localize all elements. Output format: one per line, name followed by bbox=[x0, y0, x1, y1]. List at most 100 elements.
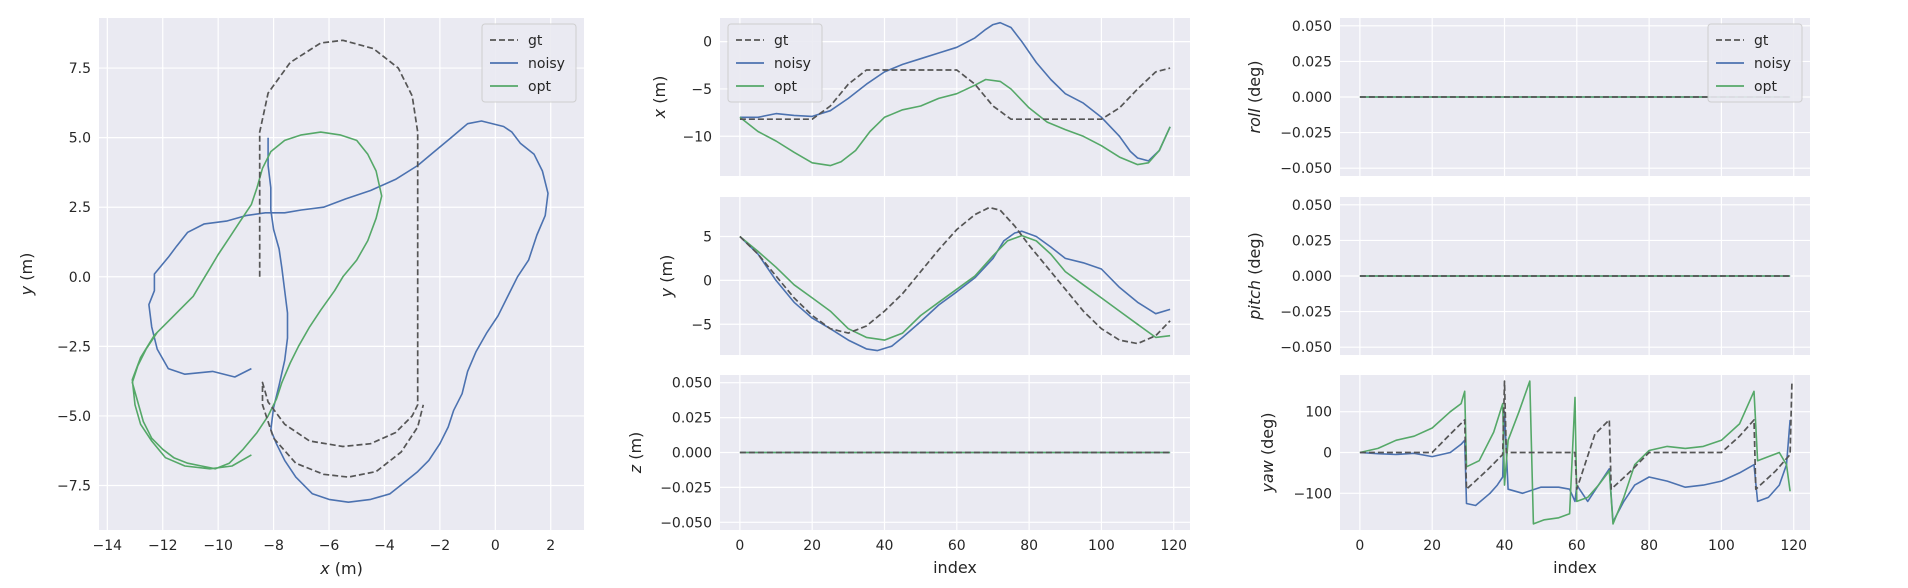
xy-legend-box bbox=[481, 23, 577, 103]
x_idx-series-noisy bbox=[739, 21, 1171, 162]
y_idx-series-gt bbox=[739, 206, 1171, 345]
yaw_idx-panel: 0 20 40 60 80 100 120 −100 0 100 index yaw (deg) bbox=[1258, 375, 1810, 577]
yaw_idx-ytick-label: 100 bbox=[1305, 405, 1332, 421]
roll_idx-ytick-label: 0.025 bbox=[1292, 54, 1332, 70]
z_idx-xtick-label: 80 bbox=[1020, 538, 1038, 554]
yaw_idx-series-noisy bbox=[1359, 410, 1791, 523]
xy-xtick-label: 0 bbox=[491, 538, 500, 554]
x_idx-panel: −10 −5 0 x (m) gt noisy opt bbox=[650, 18, 1190, 176]
pitch_idx-ytick-label: −0.050 bbox=[1280, 340, 1332, 356]
xy-ylabel: y (m) bbox=[17, 253, 36, 297]
x_idx-ytick-label: −10 bbox=[682, 129, 712, 145]
xy-series-opt bbox=[131, 131, 383, 470]
x_idx-legend: gt noisy opt bbox=[727, 23, 823, 103]
roll_idx-ytick-label: −0.050 bbox=[1280, 161, 1332, 177]
yaw_idx-xtick-label: 0 bbox=[1355, 538, 1364, 554]
xy-legend: gt noisy opt bbox=[481, 23, 577, 103]
z_idx-ytick-label: 0.000 bbox=[672, 446, 712, 462]
yaw_idx-xtick-label: 20 bbox=[1423, 538, 1441, 554]
z_idx-xtick-label: 0 bbox=[735, 538, 744, 554]
xy-xtick-label: −2 bbox=[430, 538, 451, 554]
pitch_idx-ytick-label: 0.000 bbox=[1292, 269, 1332, 285]
xy-legend-label-opt: opt bbox=[528, 79, 551, 95]
z_idx-xtick-label: 60 bbox=[948, 538, 966, 554]
z_idx-ytick-label: −0.050 bbox=[660, 515, 712, 531]
yaw_idx-xtick-label: 60 bbox=[1568, 538, 1586, 554]
xy-xtick-label: −4 bbox=[374, 538, 395, 554]
x_idx-legend-label-gt: gt bbox=[774, 33, 789, 49]
yaw_idx-xtick-label: 40 bbox=[1496, 538, 1514, 554]
roll_idx-legend-label-opt: opt bbox=[1754, 79, 1777, 95]
roll_idx-ytick-label: 0.050 bbox=[1292, 19, 1332, 35]
xy-ytick-label: 7.5 bbox=[69, 61, 91, 77]
xy-ytick-label: −7.5 bbox=[57, 478, 91, 494]
xy-panel: −14 −12 −10 −8 −6 −4 −2 0 2 −7.5 −5.0 −2.5 0.0 2.5 5.0… bbox=[17, 18, 584, 578]
roll_idx-legend-label-noisy: noisy bbox=[1754, 56, 1791, 72]
xy-legend-label-noisy: noisy bbox=[528, 56, 565, 72]
z_idx-xtick-label: 20 bbox=[803, 538, 821, 554]
xy-ytick-label: 2.5 bbox=[69, 200, 91, 216]
xy-ytick-label: −5.0 bbox=[57, 409, 91, 425]
z_idx-xlabel: index bbox=[933, 558, 977, 577]
xy-xtick-label: −8 bbox=[263, 538, 284, 554]
roll_idx-panel: −0.050 −0.025 0.000 0.025 0.050 roll (deg) gt n… bbox=[1245, 18, 1810, 177]
x_idx-legend-label-opt: opt bbox=[774, 79, 797, 95]
yaw_idx-ytick-label: −100 bbox=[1294, 486, 1332, 502]
yaw_idx-xlabel: index bbox=[1553, 558, 1597, 577]
roll_idx-legend: gt noisy opt bbox=[1707, 23, 1803, 103]
xy-xtick-label: −10 bbox=[203, 538, 233, 554]
yaw_idx-series-gt bbox=[1359, 380, 1793, 491]
pitch_idx-ytick-label: −0.025 bbox=[1280, 305, 1332, 321]
x_idx-legend-label-noisy: noisy bbox=[774, 56, 811, 72]
y_idx-ylabel: y (m) bbox=[657, 255, 676, 299]
xy-series-gt bbox=[258, 39, 425, 478]
z_idx-ytick-label: −0.025 bbox=[660, 480, 712, 496]
y_idx-ytick-label: 5 bbox=[703, 230, 712, 246]
z_idx-ytick-label: 0.025 bbox=[672, 411, 712, 427]
pitch_idx-ytick-label: 0.025 bbox=[1292, 233, 1332, 249]
yaw_idx-series-opt bbox=[1359, 380, 1791, 525]
x_idx-ylabel: x (m) bbox=[650, 76, 669, 120]
y_idx-series-noisy bbox=[739, 230, 1171, 352]
xy-xlabel: x (m) bbox=[319, 559, 363, 578]
yaw_idx-xtick-label: 120 bbox=[1780, 538, 1807, 554]
xy-xtick-label: 2 bbox=[546, 538, 555, 554]
xy-xtick-label: −14 bbox=[93, 538, 123, 554]
xy-xtick-label: −6 bbox=[319, 538, 340, 554]
xy-xtick-label: −12 bbox=[148, 538, 178, 554]
pitch_idx-ylabel: pitch (deg) bbox=[1245, 232, 1264, 321]
y_idx-plot-area bbox=[720, 197, 1190, 355]
z_idx-ylabel: z (m) bbox=[626, 432, 645, 475]
xy-ytick-label: −2.5 bbox=[57, 339, 91, 355]
yaw_idx-xtick-label: 100 bbox=[1708, 538, 1735, 554]
x_idx-legend-box bbox=[727, 23, 823, 103]
y_idx-ytick-label: −5 bbox=[691, 317, 712, 333]
pitch_idx-panel: −0.050 −0.025 0.000 0.025 0.050 pitch (deg) bbox=[1245, 197, 1810, 356]
y_idx-series-opt bbox=[739, 234, 1171, 341]
xy-legend-label-gt: gt bbox=[528, 33, 543, 49]
y_idx-ytick-label: 0 bbox=[703, 273, 712, 289]
xy-plot-area bbox=[99, 18, 584, 530]
xy-ytick-label: 5.0 bbox=[69, 131, 91, 147]
x_idx-ytick-label: 0 bbox=[703, 35, 712, 51]
roll_idx-legend-box bbox=[1707, 23, 1803, 103]
roll_idx-legend-label-gt: gt bbox=[1754, 33, 1769, 49]
yaw_idx-xtick-label: 80 bbox=[1640, 538, 1658, 554]
y_idx-panel: −5 0 5 y (m) bbox=[657, 197, 1190, 355]
x_idx-series-opt bbox=[739, 78, 1171, 167]
yaw_idx-ytick-label: 0 bbox=[1323, 446, 1332, 462]
z_idx-panel: 0 20 40 60 80 100 120 −0.050 −0.025 0.000 0.025 0.0… bbox=[626, 375, 1190, 577]
pitch_idx-ytick-label: 0.050 bbox=[1292, 198, 1332, 214]
z_idx-xtick-label: 120 bbox=[1160, 538, 1187, 554]
roll_idx-ylabel: roll (deg) bbox=[1245, 61, 1264, 134]
z_idx-xtick-label: 100 bbox=[1088, 538, 1115, 554]
z_idx-xtick-label: 40 bbox=[876, 538, 894, 554]
roll_idx-ytick-label: 0.000 bbox=[1292, 90, 1332, 106]
x_idx-series-gt bbox=[739, 67, 1171, 121]
xy-ytick-label: 0.0 bbox=[69, 270, 91, 286]
z_idx-ytick-label: 0.050 bbox=[672, 376, 712, 392]
x_idx-ytick-label: −5 bbox=[691, 82, 712, 98]
yaw_idx-ylabel: yaw (deg) bbox=[1258, 412, 1277, 493]
roll_idx-ytick-label: −0.025 bbox=[1280, 126, 1332, 142]
